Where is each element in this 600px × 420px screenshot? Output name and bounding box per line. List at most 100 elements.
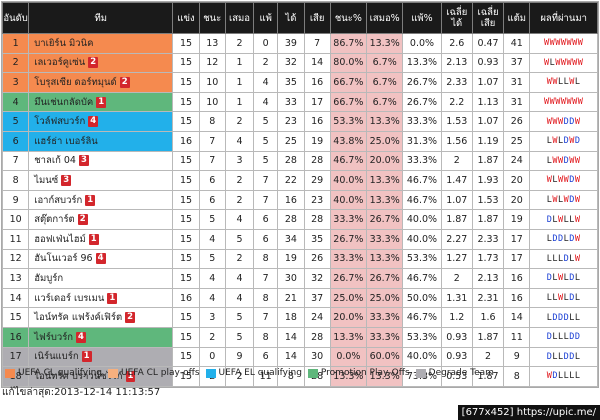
cell-rank: 4 [1, 91, 30, 113]
cell-win-pct: 13.3% [329, 326, 368, 348]
cell-team[interactable]: ไมนซ์ 3 [28, 170, 174, 191]
cell-team[interactable]: บาเยิร์น มิวนิค [28, 33, 174, 54]
cell-team[interactable]: ฮันโนเวอร์ 96 4 [28, 248, 174, 270]
table-row[interactable]: 11 ฮอฟเฟ่นไฮม์ 1 15 4 5 6 34 35 26.7% 33.3% 40.0% 2.… [1, 228, 598, 250]
header-loss-pct[interactable]: แพ้% [402, 2, 442, 34]
cell-team[interactable]: ไอน์ทรัค บราวน์ชไวก์ 1 [28, 366, 174, 387]
table-row[interactable]: 1 บาเยิร์น มิวนิค 15 13 2 0 39 7 86.7% 13.3% 0.0% 2… [1, 33, 598, 54]
cell-lost: 6 [253, 346, 279, 368]
cell-draw-pct: 13.3% [366, 366, 404, 387]
table-row[interactable]: 8 ไมนซ์ 3 15 6 2 7 22 29 40.0% 13.3% 46.7% 1.47 1.93 2… [1, 170, 598, 191]
header-played[interactable]: แข่ง [172, 2, 200, 34]
cell-team[interactable]: สตุ๊ตการ์ต 2 [28, 209, 174, 230]
cell-team[interactable]: มึนเช่นกลัดบัค 1 [28, 91, 174, 113]
cell-goals-against: 16 [303, 111, 331, 132]
header-goals-against[interactable]: เสีย [303, 2, 331, 34]
form-result-win: W [577, 97, 584, 108]
header-points[interactable]: แต้ม [503, 2, 531, 34]
team-name-link[interactable]: สตุ๊ตการ์ต [34, 214, 75, 226]
team-name-link[interactable]: เลเวอร์คูเซ่น [34, 57, 86, 69]
team-name-link[interactable]: ฮัมบูร์ก [34, 272, 64, 284]
team-name-link[interactable]: ไอน์ทรัค บราวน์ชไวก์ [34, 370, 123, 382]
header-win-pct[interactable]: ชนะ% [329, 2, 368, 34]
cell-team[interactable]: เลเวอร์คูเซ่น 2 [28, 52, 174, 74]
table-row[interactable]: 16 ไฟร์บวร์ก 4 15 2 5 8 14 28 13.3% 33.3% 53.3% 0.93… [1, 326, 598, 348]
form-result-draw: D [546, 351, 553, 362]
table-row[interactable]: 10 สตุ๊ตการ์ต 2 15 5 4 6 28 28 33.3% 26.7% 40.0% 1.8… [1, 209, 598, 230]
team-name-link[interactable]: เนิร์นแบร์ก [34, 351, 79, 363]
header-won[interactable]: ชนะ [198, 2, 226, 34]
form-result-win: W [543, 38, 550, 49]
header-avg-goals-against[interactable]: เฉลี่ย เสีย [471, 2, 505, 34]
cell-team[interactable]: ไอน์ทรัค แฟร้งค์เฟิร์ต 2 [28, 307, 174, 328]
form-result-loss: L [546, 253, 553, 264]
team-name-link[interactable]: โวล์ฟสบวร์ก [34, 116, 86, 128]
form-result-loss: L [563, 371, 570, 382]
table-row[interactable]: 3 โบรุสเซีย ดอร์ทมุนด์ 2 15 10 1 4 35 16 66.7% 6.7… [1, 72, 598, 93]
form-result-loss: L [574, 351, 581, 362]
team-name-link[interactable]: แฮร์ธ่า เบอร์ลิน [34, 135, 98, 147]
cell-team[interactable]: แวร์เดอร์ เบรเมน 1 [28, 287, 174, 309]
team-name-link[interactable]: ไมนซ์ [34, 174, 59, 186]
form-result-draw: D [574, 136, 581, 147]
team-name-link[interactable]: ชาลเก้ 04 [34, 155, 76, 167]
cell-rank: 16 [1, 326, 30, 348]
team-name-link[interactable]: โบรุสเซีย ดอร์ทมุนด์ [34, 76, 117, 88]
cell-points: 19 [503, 209, 531, 230]
header-rank[interactable]: อันดับ [1, 2, 30, 34]
cell-team[interactable]: ฮัมบูร์ก [28, 268, 174, 289]
team-name-link[interactable]: ไฟร์บวร์ก [34, 331, 74, 343]
cell-team[interactable]: เนิร์นแบร์ก 1 [28, 346, 174, 368]
table-row[interactable]: 17 เนิร์นแบร์ก 1 15 0 9 6 14 30 0.0% 60.0% 40.0% 0.9… [1, 346, 598, 368]
team-name-link[interactable]: บาเยิร์น มิวนิค [34, 37, 94, 49]
form-result-win: W [549, 97, 556, 108]
header-form[interactable]: ผลที่ผ่านมา [529, 2, 598, 34]
table-row[interactable]: 13 ฮัมบูร์ก 15 4 4 7 30 32 26.7% 26.7% 46.7% 2 2.13 1… [1, 268, 598, 289]
cell-played: 15 [172, 268, 200, 289]
cell-team[interactable]: โบรุสเซีย ดอร์ทมุนด์ 2 [28, 72, 174, 93]
table-row[interactable]: 2 เลเวอร์คูเซ่น 2 15 12 1 2 32 14 80.0% 6.7% 13.3% 2… [1, 52, 598, 74]
table-row[interactable]: 5 โวล์ฟสบวร์ก 4 15 8 2 5 23 16 53.3% 13.3% 33.3% 1.5… [1, 111, 598, 132]
table-row[interactable]: 15 ไอน์ทรัค แฟร้งค์เฟิร์ต 2 15 3 5 7 18 24 20.0% 3… [1, 307, 598, 328]
table-row[interactable]: 7 ชาลเก้ 04 3 15 7 3 5 28 28 46.7% 20.0% 33.3% 2 1.87… [1, 150, 598, 172]
rank-change-badge: 1 [107, 292, 118, 304]
team-name-link[interactable]: ฮันโนเวอร์ 96 [34, 253, 93, 265]
header-goals-for[interactable]: ได้ [277, 2, 305, 34]
cell-team[interactable]: โวล์ฟสบวร์ก 4 [28, 111, 174, 132]
cell-team[interactable]: เอาก์สบวร์ก 1 [28, 189, 174, 211]
header-avg-goals-for[interactable]: เฉลี่ย ได้ [440, 2, 473, 34]
table-row[interactable]: 14 แวร์เดอร์ เบรเมน 1 16 4 4 8 21 37 25.0% 25.0% 50… [1, 287, 598, 309]
form-result-win: W [543, 57, 550, 68]
team-name-link[interactable]: มึนเช่นกลัดบัค [34, 96, 94, 108]
team-name-link[interactable]: ฮอฟเฟ่นไฮม์ [34, 233, 86, 245]
cell-goals-against: 17 [303, 91, 331, 113]
header-draw-pct[interactable]: เสมอ% [366, 2, 404, 34]
cell-avg-goals-for: 1.31 [440, 287, 473, 309]
team-name-link[interactable]: ไอน์ทรัค แฟร้งค์เฟิร์ต [34, 312, 123, 324]
form-result-win: W [546, 371, 553, 382]
form-result-loss: L [558, 136, 564, 147]
header-lost[interactable]: แพ้ [253, 2, 279, 34]
form-result-win: W [572, 38, 578, 49]
table-row[interactable]: 6 แฮร์ธ่า เบอร์ลิน 16 7 4 5 25 19 43.8% 25.0% 31.3… [1, 130, 598, 152]
cell-form: DLLLDD [529, 326, 598, 348]
form-result-draw: D [569, 293, 575, 304]
table-row[interactable]: 4 มึนเช่นกลัดบัค 1 15 10 1 4 33 17 66.7% 6.7% 26.7%… [1, 91, 598, 113]
cell-drawn: 5 [224, 228, 255, 250]
cell-draw-pct: 33.3% [366, 307, 404, 328]
table-row[interactable]: 9 เอาก์สบวร์ก 1 15 6 2 7 16 23 40.0% 13.3% 46.7% 1.0… [1, 189, 598, 211]
form-result-win: W [577, 38, 584, 49]
header-team[interactable]: ทีม [28, 2, 174, 34]
team-name-link[interactable]: เอาก์สบวร์ก [34, 194, 83, 206]
cell-team[interactable]: แฮร์ธ่า เบอร์ลิน [28, 130, 174, 152]
cell-played: 15 [172, 307, 200, 328]
table-row[interactable]: 12 ฮันโนเวอร์ 96 4 15 5 2 8 19 26 33.3% 13.3% 53.3%… [1, 248, 598, 270]
cell-lost: 4 [253, 72, 279, 93]
cell-goals-against: 32 [303, 268, 331, 289]
cell-team[interactable]: ฮอฟเฟ่นไฮม์ 1 [28, 228, 174, 250]
cell-team[interactable]: ไฟร์บวร์ก 4 [28, 326, 174, 348]
team-name-link[interactable]: แวร์เดอร์ เบรเมน [34, 292, 105, 304]
header-drawn[interactable]: เสมอ [224, 2, 255, 34]
cell-team[interactable]: ชาลเก้ 04 3 [28, 150, 174, 172]
cell-avg-goals-for: 1.53 [440, 111, 473, 132]
